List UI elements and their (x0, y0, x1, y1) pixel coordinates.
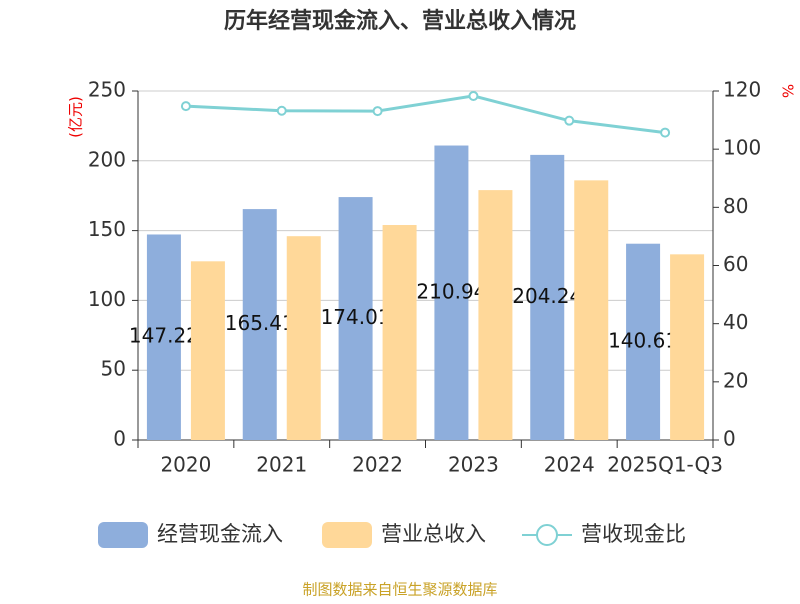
bar (670, 254, 705, 440)
x-tick-label: 2022 (352, 453, 403, 477)
bar (190, 261, 225, 440)
bar (478, 190, 513, 440)
y2-tick-label: 80 (723, 194, 748, 218)
y-tick-label: 200 (88, 147, 126, 171)
bar (286, 236, 321, 440)
y2-tick-label: 100 (723, 136, 761, 160)
line-marker (372, 106, 383, 117)
y-tick-label: 150 (88, 217, 126, 241)
data-label: 174.01 (321, 305, 391, 329)
y2-tick-label: 60 (723, 252, 748, 276)
bar (242, 209, 277, 440)
x-tick-label: 2020 (160, 453, 211, 477)
legend-swatch (98, 522, 148, 548)
line-marker (276, 105, 287, 116)
x-tick-label: 2024 (544, 453, 595, 477)
data-label: 210.94 (416, 279, 486, 303)
legend-label: 营业总收入 (381, 522, 486, 546)
line-marker (564, 115, 575, 126)
x-tick-label: 2023 (448, 453, 499, 477)
y-tick-label: 250 (88, 78, 126, 102)
legend-label: 营收现金比 (581, 522, 686, 546)
legend-swatch (322, 522, 372, 548)
source-note: 制图数据来自恒生聚源数据库 (302, 581, 497, 599)
line-marker (468, 90, 479, 101)
y2-tick-label: 40 (723, 310, 748, 334)
y2-axis-label: % (779, 84, 797, 98)
legend-label: 经营现金流入 (157, 522, 283, 546)
line (185, 94, 666, 135)
bar (574, 180, 609, 440)
y-tick-label: 50 (101, 357, 126, 381)
y-axis-label: (亿元) (67, 96, 85, 138)
data-label: 147.22 (129, 324, 199, 348)
y-tick-label: 100 (88, 287, 126, 311)
chart-title: 历年经营现金流入、营业总收入情况 (224, 8, 576, 34)
x-tick-label: 2021 (256, 453, 307, 477)
bar (626, 243, 661, 440)
y-tick-label: 0 (113, 427, 126, 451)
bar (434, 145, 469, 440)
bar (146, 234, 181, 440)
data-label: 140.61 (608, 328, 678, 352)
line-marker (180, 101, 191, 112)
bar (530, 154, 565, 440)
bar (338, 197, 373, 440)
y2-tick-label: 20 (723, 368, 748, 392)
line-marker (660, 127, 671, 138)
data-label: 204.24 (512, 284, 582, 308)
legend-marker (536, 524, 558, 546)
y2-tick-label: 120 (723, 78, 761, 102)
y2-tick-label: 0 (723, 427, 736, 451)
x-tick-label: 2025Q1-Q3 (607, 453, 723, 477)
data-label: 165.41 (225, 311, 295, 335)
bar (382, 225, 417, 440)
